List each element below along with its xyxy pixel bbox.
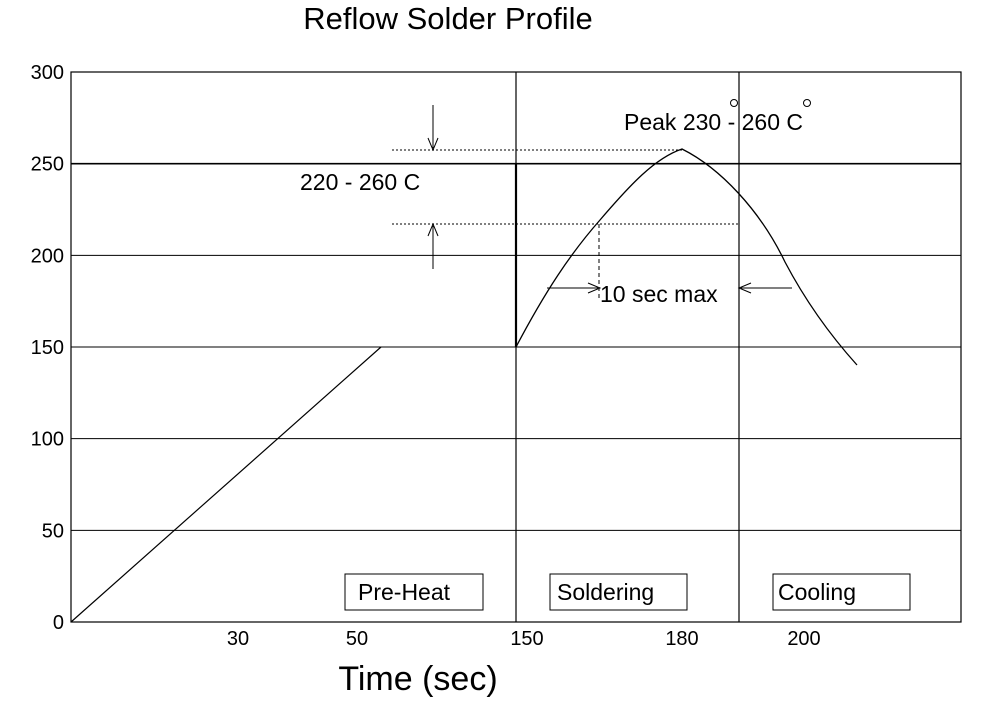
- chart-title: Reflow Solder Profile: [303, 1, 592, 36]
- zone-label-preheat: Pre-Heat: [358, 579, 451, 605]
- x-axis-label: Time (sec): [338, 660, 497, 698]
- zone-box-soldering: Soldering: [549, 573, 688, 611]
- y-tick-labels: 0 50 100 150 200 250 300: [31, 62, 64, 634]
- duration-arrow-left-head: [587, 282, 602, 294]
- x-tick-50: 50: [346, 628, 368, 650]
- duration-arrow-right-head: [737, 282, 752, 294]
- range-annotation: 220 - 260 C: [300, 169, 420, 195]
- duration-annotation: 10 sec max: [600, 281, 718, 307]
- y-tick-0: 0: [53, 612, 64, 634]
- peak-annotation: Peak 230 - 260 C: [624, 109, 803, 135]
- range-arrow-top-head: [427, 137, 439, 152]
- y-tick-150: 150: [31, 337, 64, 359]
- y-tick-50: 50: [42, 520, 64, 542]
- y-tick-200: 200: [31, 245, 64, 267]
- y-tick-100: 100: [31, 429, 64, 451]
- zone-label-cooling: Cooling: [778, 579, 856, 605]
- degree-symbol-230: [730, 99, 738, 107]
- degree-symbol-260: [803, 99, 811, 107]
- preheat-ramp-line: [70, 346, 382, 623]
- y-tick-300: 300: [31, 62, 64, 84]
- range-arrow-bottom-head: [427, 222, 439, 237]
- y-tick-250: 250: [31, 154, 64, 176]
- reflow-curve: [515, 148, 858, 366]
- zone-box-cooling: Cooling: [772, 573, 911, 611]
- zone-box-preheat: Pre-Heat: [344, 573, 484, 611]
- zone-label-soldering: Soldering: [557, 579, 654, 605]
- x-tick-labels: 30 50 150 180 200: [227, 628, 821, 650]
- x-tick-180: 180: [665, 628, 698, 650]
- x-tick-30: 30: [227, 628, 249, 650]
- x-tick-200: 200: [787, 628, 820, 650]
- x-tick-150: 150: [510, 628, 543, 650]
